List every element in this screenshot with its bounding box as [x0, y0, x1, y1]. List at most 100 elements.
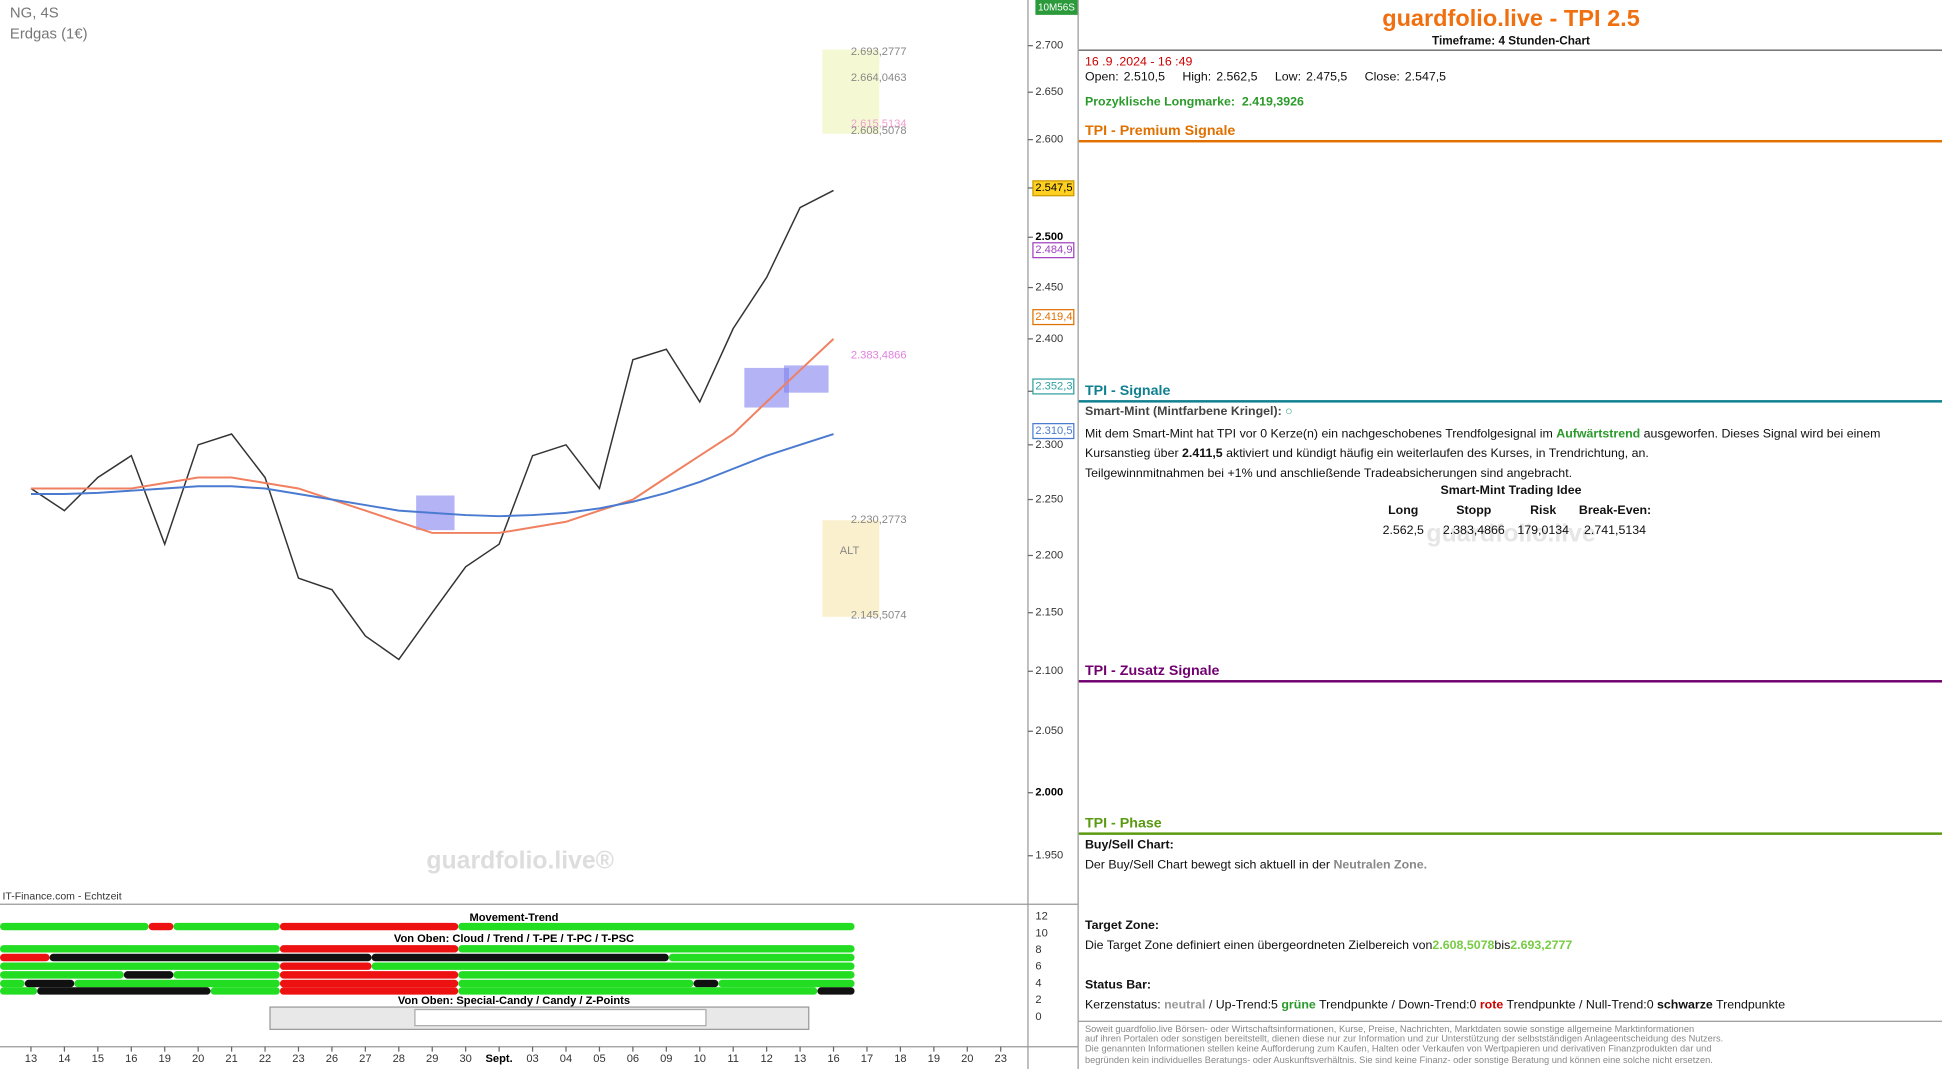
- x-tick-label: 06: [627, 1053, 639, 1065]
- label: Prozyklische Longmarke:: [1084, 95, 1235, 110]
- indicator-tick: 0: [1035, 1011, 1041, 1023]
- status-dots: [817, 987, 855, 995]
- text: ausgeworfen. Dieses Signal wird bei eine…: [1084, 427, 1881, 461]
- status-dots: [49, 953, 372, 962]
- status-dots: [693, 979, 719, 988]
- instrument-name: Erdgas (1€): [10, 27, 88, 43]
- status-dots: [458, 945, 855, 953]
- value: 2.547,5: [1404, 70, 1447, 85]
- x-tick-label: 26: [326, 1053, 338, 1065]
- text: bis: [1494, 938, 1511, 953]
- status-dots: [279, 971, 459, 979]
- text: Der Buy/Sell Chart bewegt sich aktuell i…: [1085, 858, 1427, 872]
- zone: Neutralen Zone.: [1333, 858, 1428, 873]
- x-tick-label: 12: [760, 1053, 772, 1065]
- label: Close:: [1364, 70, 1400, 85]
- indicator-title: Movement-Trend: [469, 912, 558, 924]
- trend: Aufwärtstrend: [1556, 427, 1641, 441]
- y-tick-label: 2.450: [1035, 281, 1063, 293]
- status: neutral: [1164, 998, 1206, 1013]
- y-tick-label: 2.400: [1035, 333, 1063, 345]
- y-tick-label: 2.300: [1035, 439, 1063, 451]
- level-label: 2.230,2773: [851, 514, 907, 526]
- timer-box: [1035, 0, 1078, 15]
- indicator-tick: 8: [1035, 944, 1041, 956]
- label: High:: [1182, 70, 1212, 85]
- x-tick-label: 17: [861, 1053, 873, 1065]
- price-label: 2.484,9: [1035, 244, 1072, 256]
- target-zone: [822, 49, 880, 134]
- x-tick-label: 16: [125, 1053, 137, 1065]
- x-tick-label: 19: [159, 1053, 171, 1065]
- price-label: 2.419,4: [1035, 311, 1072, 323]
- status: schwarze: [1657, 998, 1713, 1013]
- level-label: 2.608,5078: [851, 125, 907, 137]
- text: Trendpunkte / Down-Trend:0: [1315, 998, 1480, 1013]
- rule: [1078, 400, 1942, 403]
- price-box: [1032, 309, 1075, 326]
- rule: [1078, 139, 1942, 143]
- status-dots: [0, 922, 149, 931]
- status-dots: [458, 922, 855, 931]
- section: TPI - Phase: [1084, 816, 1162, 832]
- disclaimer-line: Die genannten Informationen stellen kein…: [1084, 1043, 1712, 1055]
- text: Trendpunkte: [1712, 998, 1786, 1013]
- status-dots: [37, 987, 211, 995]
- price-box: [1032, 242, 1075, 259]
- value: 2.475,5: [1306, 70, 1348, 85]
- x-tick-label: 21: [225, 1053, 237, 1065]
- x-tick-label: 23: [292, 1053, 304, 1065]
- symbol: NG, 4S: [10, 6, 59, 22]
- level-label: 2.693,2777: [851, 46, 907, 58]
- x-tick-label: 29: [426, 1053, 438, 1065]
- indicator-title: Von Oben: Special-Candy / Candy / Z-Poin…: [398, 995, 630, 1007]
- rule: [1078, 832, 1942, 835]
- label: Buy/Sell Chart:: [1084, 838, 1174, 853]
- label: Open:: [1084, 70, 1119, 85]
- price-line: [30, 433, 834, 518]
- scrollbar[interactable]: [414, 1008, 707, 1027]
- status: rote: [1479, 998, 1504, 1013]
- status-dots: [458, 971, 855, 979]
- value: 2.608,5078: [1432, 938, 1495, 953]
- section: TPI - Signale: [1084, 383, 1171, 399]
- y-tick-label: 1.950: [1035, 850, 1063, 862]
- price-box: [1032, 423, 1075, 440]
- y-tick-label: 2.150: [1035, 607, 1063, 619]
- status-dots: [0, 971, 124, 979]
- status-dots: [668, 953, 855, 962]
- x-tick-label: 13: [794, 1053, 806, 1065]
- ohlc: Open: 2.510,5 High: 2.562,5 Low: 2.475,5 Close…: [1085, 71, 1463, 85]
- disclaimer: Soweit guardfolio.live Börsen- oder Wirt…: [1085, 1024, 1723, 1065]
- background: [0, 0, 1078, 1069]
- chart: 10M56S NG, 4S Erdgas (1€) IT-Finance.com…: [0, 0, 1078, 1069]
- text: Kerzenstatus: neutral / Up-Trend:5 grüne…: [1085, 998, 1785, 1012]
- date: 16 .9 .2024 - 16 :49: [1084, 55, 1193, 70]
- paragraph: Mit dem Smart-Mint hat TPI vor 0 Kerze(n…: [1085, 425, 1927, 484]
- rule: [1078, 1020, 1942, 1022]
- value: 2.510,5: [1123, 70, 1165, 85]
- x-tick-label: 22: [259, 1053, 271, 1065]
- timeframe: Timeframe: 4 Stunden-Chart: [1431, 34, 1590, 49]
- text: Teilgewinnmitnahmen bei +1% und anschlie…: [1084, 466, 1573, 481]
- text: aktiviert und kündigt häufig ein weiterl…: [1222, 447, 1649, 461]
- text: Kerzenstatus:: [1084, 998, 1165, 1013]
- y-tick-label: 2.000: [1035, 787, 1063, 799]
- x-tick-label: 03: [526, 1053, 538, 1065]
- source: IT-Finance.com - Echtzeit: [2, 891, 121, 903]
- text: Smart-Mint (Mintfarbene Kringel):: [1084, 405, 1282, 419]
- status-dots: [0, 962, 280, 970]
- section: TPI - Zusatz Signale: [1084, 663, 1220, 679]
- y-tick-label: 2.500: [1035, 231, 1063, 243]
- status-dots: [371, 953, 669, 962]
- status-dots: [458, 979, 694, 988]
- text: Die Target Zone definiert einen übergeor…: [1085, 939, 1572, 953]
- value: 2.411,5: [1182, 447, 1223, 461]
- x-tick-label: 05: [593, 1053, 605, 1065]
- x-tick-label: 10: [694, 1053, 706, 1065]
- status-dots: [279, 962, 372, 970]
- text: Trendpunkte / Null-Trend:0: [1503, 998, 1658, 1013]
- x-tick-label: 04: [560, 1053, 572, 1065]
